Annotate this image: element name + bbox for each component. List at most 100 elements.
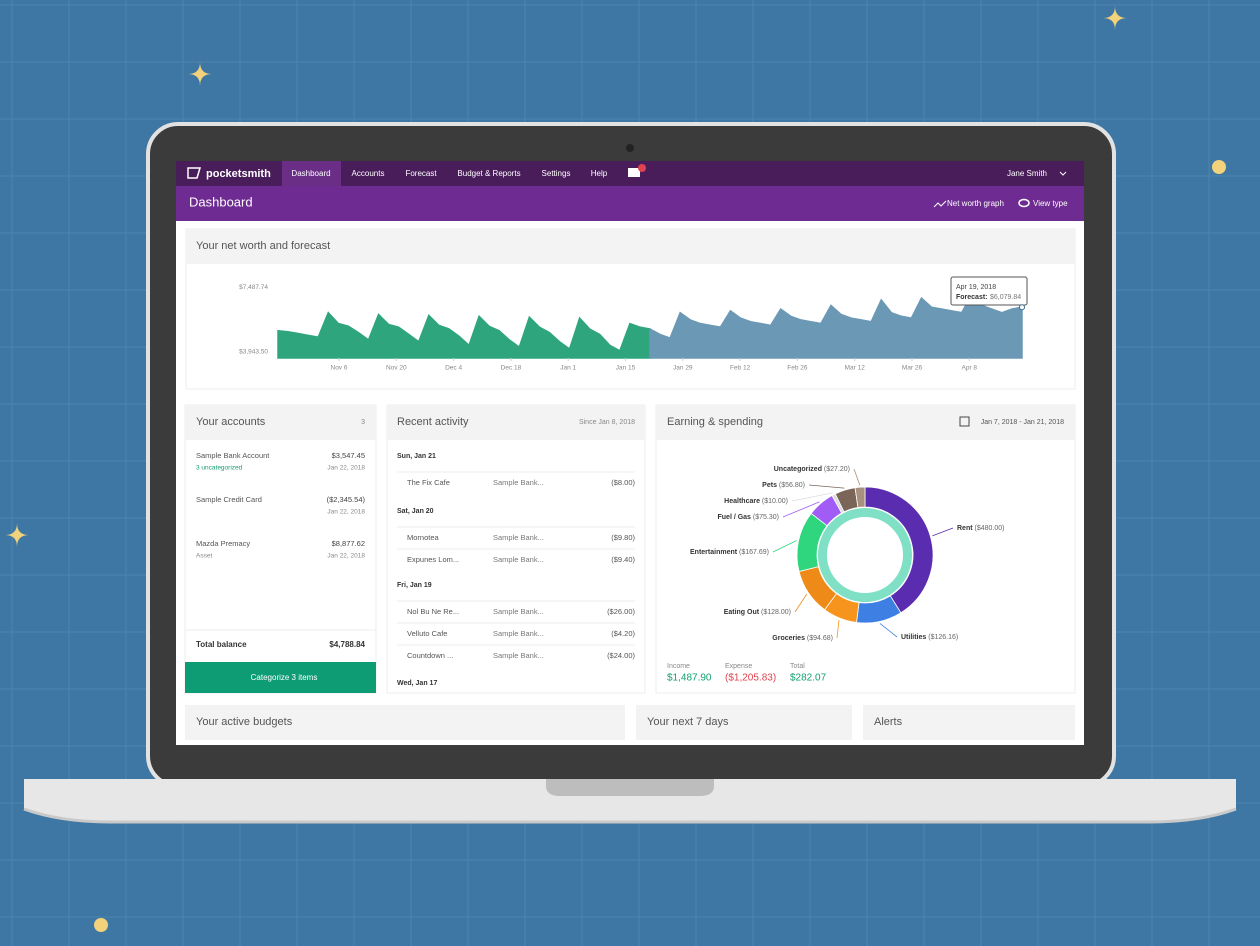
segment-amount: ($167.69) xyxy=(739,549,769,556)
panel-title: Earning & spending xyxy=(667,416,763,428)
tooltip-dot xyxy=(1019,304,1025,311)
calendar-icon xyxy=(959,416,970,427)
panel-header xyxy=(185,705,625,740)
x-tick-label: Nov 6 xyxy=(331,365,348,372)
panel-header xyxy=(185,405,376,440)
account: Sample Bank... xyxy=(493,555,544,564)
action[interactable]: Net worth graph xyxy=(947,199,1004,208)
payee[interactable]: Velluto Cafe xyxy=(407,629,447,638)
amount: ($4.20) xyxy=(611,629,635,638)
button-label[interactable]: Categorize 3 items xyxy=(251,673,318,682)
account-note: 3 uncategorized xyxy=(196,465,243,472)
segment-label: Groceries ($94.68) xyxy=(772,635,833,642)
segment-amount: ($126.16) xyxy=(928,634,958,641)
x-tick-label: Feb 26 xyxy=(787,365,808,372)
nav-item[interactable]: Budget & Reports xyxy=(457,169,520,178)
area xyxy=(277,311,651,359)
account-name[interactable]: Sample Bank Account xyxy=(196,451,270,460)
segment-label: Utilities ($126.16) xyxy=(901,634,958,641)
income-ring xyxy=(818,508,912,602)
nav-item[interactable]: Settings xyxy=(542,169,571,178)
summary-label: Total xyxy=(790,663,805,670)
panel-title: Your active budgets xyxy=(196,716,293,728)
accounts-list: Sample Bank Account $3,547.45 3 uncategori… xyxy=(196,451,365,560)
segment-name: Rent xyxy=(957,525,973,532)
tooltip-value: $6,079.84 xyxy=(990,294,1021,301)
panel-header xyxy=(387,405,645,440)
payee[interactable]: Countdown ... xyxy=(407,651,453,660)
header-bar xyxy=(176,186,1084,221)
laptop-notch xyxy=(546,779,714,796)
spending-donut: Rent ($480.00) Utilities ($126.16) Groceri… xyxy=(667,466,1004,684)
date-range[interactable]: Jan 7, 2018 - Jan 21, 2018 xyxy=(981,419,1064,426)
total-value: $4,788.84 xyxy=(329,640,365,649)
account: Sample Bank... xyxy=(493,478,544,487)
segment-amount: ($10.00) xyxy=(762,498,788,505)
logo-icon xyxy=(187,167,202,179)
segment-amount: ($75.30) xyxy=(753,514,779,521)
y-tick-label: $3,943.50 xyxy=(239,348,268,355)
since: Since Jan 8, 2018 xyxy=(579,419,635,426)
segment-name: Entertainment xyxy=(690,549,738,556)
account: Sample Bank... xyxy=(493,629,544,638)
leader-line xyxy=(853,468,861,486)
payee[interactable]: The Fix Cafe xyxy=(407,478,450,487)
categorize-button[interactable] xyxy=(185,662,376,693)
amount: ($24.00) xyxy=(607,651,635,660)
panel-title: Your next 7 days xyxy=(647,716,729,728)
brand: pocketsmith xyxy=(206,168,271,180)
graph-icon xyxy=(933,200,947,208)
donut-segment[interactable] xyxy=(854,486,866,508)
bottom-panels: Your active budgets Your next 7 days Alert… xyxy=(185,705,1075,740)
tooltip-date: Apr 19, 2018 xyxy=(956,284,996,291)
activity-day: Sun, Jan 21 xyxy=(397,453,436,460)
payee[interactable]: Mornotea xyxy=(407,533,440,542)
segment-label: Fuel / Gas ($75.30) xyxy=(718,514,780,521)
panel-title: Recent activity xyxy=(397,416,469,428)
segment-label: Eating Out ($128.00) xyxy=(724,609,791,616)
account-name[interactable]: Mazda Premacy xyxy=(196,539,250,548)
mail-icon[interactable] xyxy=(628,168,640,177)
nav-item[interactable]: Forecast xyxy=(405,169,437,178)
payee[interactable]: Expunes Lom... xyxy=(407,555,459,564)
x-tick-label: Dec 4 xyxy=(445,365,462,372)
star xyxy=(188,62,212,86)
account-date: Jan 22, 2018 xyxy=(327,509,365,516)
star xyxy=(5,523,29,547)
laptop-base xyxy=(24,779,1236,822)
account-name[interactable]: Sample Credit Card xyxy=(196,495,262,504)
x-tick-label: Nov 20 xyxy=(386,365,407,372)
account: Sample Bank... xyxy=(493,533,544,542)
nav-item[interactable]: Accounts xyxy=(352,169,385,178)
segment-name: Eating Out xyxy=(724,609,760,616)
page-title: Dashboard xyxy=(189,194,253,209)
segment-amount: ($128.00) xyxy=(761,609,791,616)
user-name[interactable]: Jane Smith xyxy=(1007,169,1047,178)
x-tick-label: Mar 26 xyxy=(902,365,923,372)
panel-title: Alerts xyxy=(874,716,903,728)
account-date: Jan 22, 2018 xyxy=(327,553,365,560)
account: Sample Bank... xyxy=(493,651,544,660)
segment-name: Utilities xyxy=(901,634,926,641)
segment-amount: ($480.00) xyxy=(975,525,1005,532)
user-caret xyxy=(1059,171,1067,176)
activity-list: Sun, Jan 21 The Fix Cafe Sample Bank... ($8… xyxy=(397,453,636,687)
star xyxy=(1103,6,1127,30)
panel-header xyxy=(863,705,1075,740)
leader-line xyxy=(782,501,820,518)
summary-value: $1,487.90 xyxy=(667,673,712,684)
x-tick-label: Apr 8 xyxy=(962,365,978,372)
panel-title: Your accounts xyxy=(196,416,266,428)
segment-label: Rent ($480.00) xyxy=(957,525,1004,532)
leader-line xyxy=(772,540,797,553)
nav-item[interactable]: Help xyxy=(591,169,608,178)
payee[interactable]: Nol Bu Ne Re... xyxy=(407,607,459,616)
action[interactable]: View type xyxy=(1033,199,1068,208)
nav-item[interactable]: Dashboard xyxy=(291,169,330,178)
segment-name: Healthcare xyxy=(724,498,760,505)
summary-label: Expense xyxy=(725,663,752,670)
account-count: 3 xyxy=(361,419,365,426)
x-tick-label: Jan 29 xyxy=(673,365,693,372)
amount: ($9.80) xyxy=(611,533,635,542)
